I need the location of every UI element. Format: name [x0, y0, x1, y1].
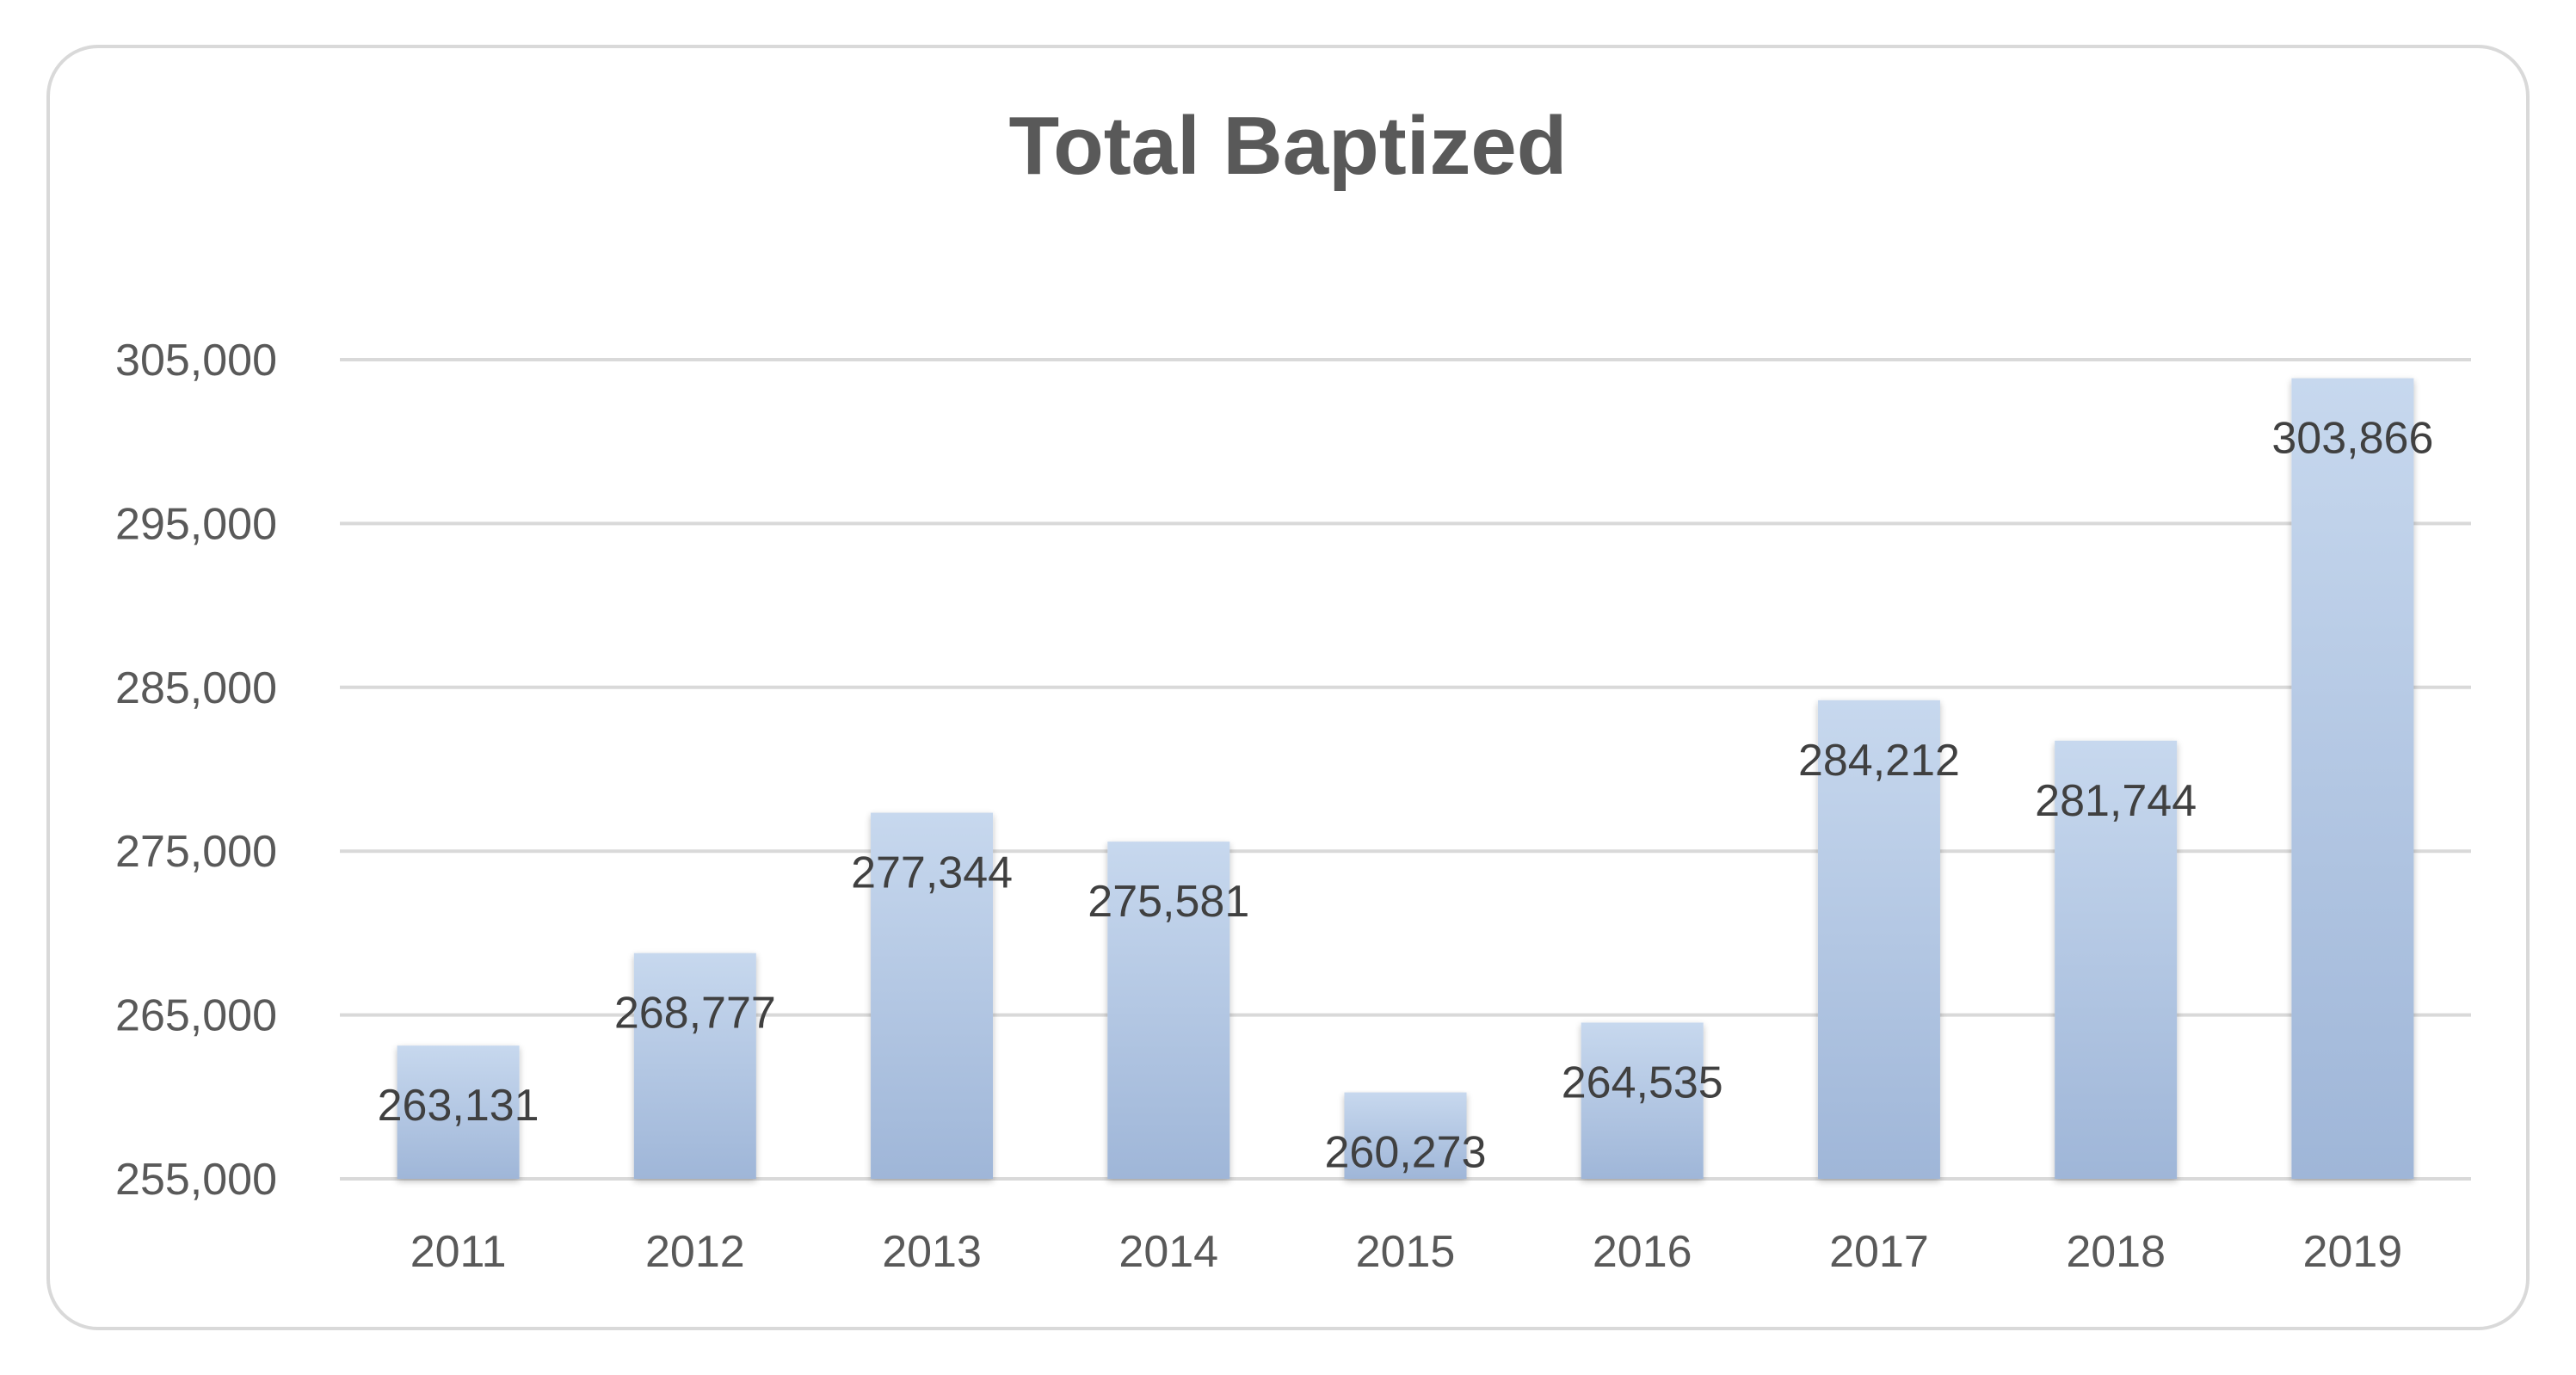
- x-tick-label: 2019: [2303, 1227, 2403, 1277]
- data-label-2013: 277,344: [851, 848, 1013, 898]
- y-tick-label: 285,000: [115, 663, 277, 713]
- bar-2011: [397, 1045, 520, 1179]
- x-tick-label: 2012: [645, 1227, 745, 1277]
- data-labels: 263,131 268,777 277,344 275,581 260,273 264,5…: [378, 414, 2434, 1178]
- data-label-2016: 264,535: [1562, 1057, 1723, 1107]
- y-tick-label: 275,000: [115, 827, 277, 877]
- data-label-2015: 260,273: [1325, 1128, 1487, 1178]
- x-tick-label: 2014: [1119, 1227, 1218, 1277]
- y-tick-label: 305,000: [115, 336, 277, 385]
- data-label-2011: 263,131: [378, 1081, 539, 1131]
- bar-2019: [2291, 378, 2414, 1179]
- y-tick-label: 295,000: [115, 499, 277, 549]
- y-tick-label: 255,000: [115, 1155, 277, 1205]
- x-tick-label: 2018: [2066, 1227, 2166, 1277]
- bar-2018: [2055, 740, 2178, 1179]
- data-label-2019: 303,866: [2271, 414, 2433, 464]
- x-tick-label: 2015: [1356, 1227, 1456, 1277]
- x-tick-label: 2017: [1829, 1227, 1929, 1277]
- y-axis-ticks: 255,000 265,000 275,000 285,000 295,000 305,0…: [115, 336, 277, 1205]
- data-label-2018: 281,744: [2035, 776, 2197, 826]
- data-label-2017: 284,212: [1798, 736, 1960, 786]
- bars: [397, 378, 2414, 1179]
- bar-2012: [633, 953, 756, 1179]
- bar-2014: [1107, 842, 1230, 1179]
- x-tick-label: 2011: [410, 1227, 507, 1277]
- data-label-2012: 268,777: [614, 989, 776, 1039]
- y-tick-label: 265,000: [115, 991, 277, 1041]
- bar-2016: [1581, 1022, 1704, 1179]
- bar-2017: [1817, 700, 1940, 1179]
- bar-2013: [871, 812, 994, 1179]
- x-tick-label: 2013: [882, 1227, 982, 1277]
- data-label-2014: 275,581: [1088, 877, 1249, 927]
- x-axis-ticks: 2011 2012 2013 2014 2015 2016 2017 2018 2019: [410, 1227, 2403, 1277]
- bar-2015: [1344, 1092, 1467, 1179]
- x-tick-label: 2016: [1593, 1227, 1692, 1277]
- chart-title: Total Baptized: [1008, 100, 1568, 192]
